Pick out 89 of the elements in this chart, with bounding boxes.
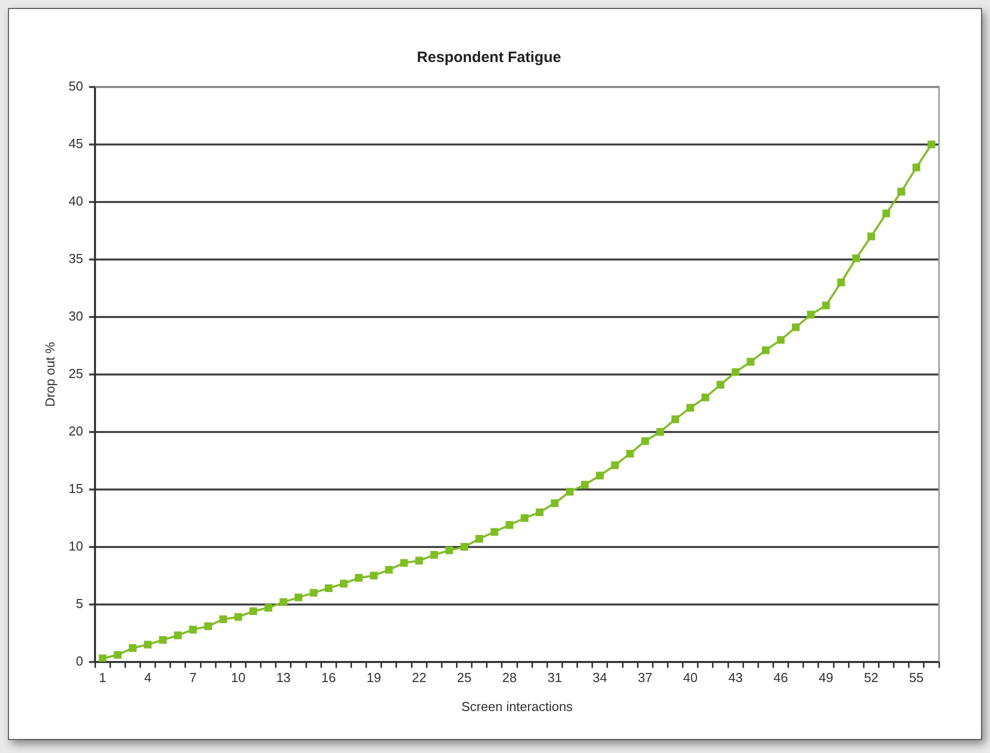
point [807, 310, 815, 318]
point [128, 644, 137, 652]
x-tick-label: 4 [144, 670, 152, 686]
point [686, 404, 694, 412]
x-tick-label: 46 [774, 670, 788, 686]
point [506, 521, 514, 529]
point [852, 254, 860, 262]
y-tick-label: 15 [68, 480, 84, 496]
x-tick-label: 52 [864, 670, 878, 686]
point [415, 556, 423, 564]
point [928, 140, 936, 148]
x-tick-label: 55 [909, 670, 924, 686]
point [264, 604, 272, 612]
point [792, 323, 800, 332]
y-tick-label: 5 [76, 596, 84, 611]
point [581, 480, 589, 489]
point [897, 188, 906, 196]
point [837, 278, 845, 286]
x-tick-label: 10 [230, 670, 246, 686]
x-tick-label: 13 [276, 670, 291, 686]
point [912, 164, 920, 172]
y-tick-label: 40 [68, 194, 84, 209]
point [204, 622, 212, 630]
x-tick-label: 7 [189, 670, 197, 686]
point [611, 461, 619, 470]
x-tick-label: 49 [818, 670, 834, 686]
y-tick-label: 0 [76, 653, 84, 668]
x-tick-label: 40 [683, 670, 698, 686]
point [189, 626, 197, 634]
point [144, 640, 152, 648]
y-tick-label: 45 [68, 136, 84, 152]
point [234, 613, 242, 621]
x-tick-label: 37 [638, 670, 652, 686]
y-axis-title: Drop out % [42, 341, 58, 407]
x-tick-label: 16 [321, 670, 336, 686]
x-axis-title: Screen interactions [461, 698, 574, 714]
y-tick-label: 10 [68, 538, 84, 554]
chart-title: Respondent Fatigue [416, 49, 562, 66]
point [445, 546, 454, 554]
point [385, 566, 393, 574]
point [762, 346, 770, 354]
point [716, 380, 724, 389]
y-tick-label: 20 [68, 423, 84, 438]
point [641, 437, 649, 445]
point [867, 232, 876, 240]
point [520, 514, 528, 522]
point [776, 336, 785, 344]
x-tick-label: 25 [457, 670, 472, 686]
point [430, 551, 438, 559]
point [566, 488, 574, 496]
x-tick-label: 31 [547, 670, 562, 686]
x-tick-label: 19 [366, 670, 382, 686]
point [400, 559, 408, 567]
point [536, 508, 544, 516]
y-tick-label: 25 [68, 366, 84, 381]
point [732, 368, 740, 376]
point [656, 428, 664, 436]
point [294, 594, 302, 602]
point [746, 358, 754, 366]
point [324, 584, 332, 592]
x-tick-label: 22 [412, 670, 426, 686]
point [550, 499, 559, 507]
y-tick-label: 30 [68, 308, 84, 324]
point [596, 472, 604, 480]
point [490, 528, 498, 536]
point [98, 654, 106, 662]
y-tick-label: 50 [68, 78, 84, 94]
y-tick-label: 35 [68, 251, 84, 266]
point [354, 574, 363, 582]
point [370, 572, 378, 580]
point [310, 588, 318, 597]
point [249, 607, 258, 616]
x-tick-label: 43 [728, 670, 743, 686]
point [219, 615, 227, 624]
x-tick-label: 28 [502, 670, 517, 686]
point [159, 636, 167, 644]
point [460, 543, 468, 551]
point [671, 415, 680, 424]
point [340, 580, 348, 588]
point [626, 450, 634, 458]
x-tick-label: 34 [592, 670, 608, 686]
point [882, 210, 890, 218]
point [476, 534, 484, 543]
point [280, 598, 288, 606]
x-tick-label: 1 [98, 670, 106, 686]
point [702, 394, 710, 402]
point [174, 632, 182, 640]
point [822, 302, 830, 310]
point [114, 651, 122, 659]
